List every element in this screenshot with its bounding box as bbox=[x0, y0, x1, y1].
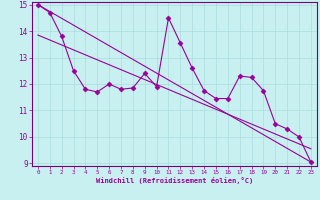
X-axis label: Windchill (Refroidissement éolien,°C): Windchill (Refroidissement éolien,°C) bbox=[96, 177, 253, 184]
